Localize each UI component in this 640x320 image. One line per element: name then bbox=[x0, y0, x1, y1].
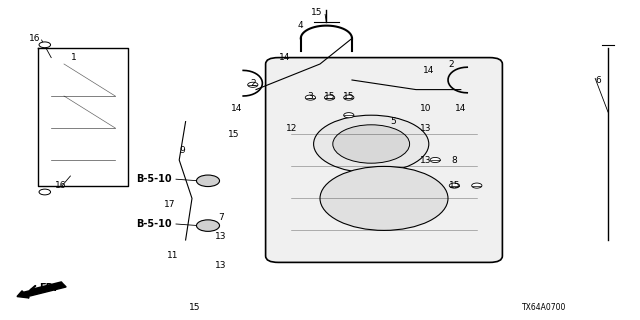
Text: 15: 15 bbox=[343, 92, 355, 100]
FancyBboxPatch shape bbox=[266, 58, 502, 262]
Circle shape bbox=[333, 125, 410, 163]
Text: 13: 13 bbox=[215, 261, 227, 270]
Text: 16: 16 bbox=[55, 181, 67, 190]
Circle shape bbox=[430, 157, 440, 163]
Text: 15: 15 bbox=[311, 8, 323, 17]
Text: 5: 5 bbox=[391, 117, 396, 126]
Text: 1: 1 bbox=[71, 53, 76, 62]
Circle shape bbox=[320, 166, 448, 230]
Text: 15: 15 bbox=[189, 303, 201, 312]
Text: 7: 7 bbox=[218, 213, 223, 222]
Text: 14: 14 bbox=[423, 66, 435, 75]
Circle shape bbox=[344, 95, 354, 100]
Circle shape bbox=[472, 183, 482, 188]
Circle shape bbox=[39, 42, 51, 48]
Text: 2: 2 bbox=[449, 60, 454, 68]
Text: 17: 17 bbox=[164, 200, 175, 209]
Circle shape bbox=[248, 82, 258, 87]
Text: B-5-10: B-5-10 bbox=[136, 219, 172, 229]
Text: 8: 8 bbox=[452, 156, 457, 164]
Text: 14: 14 bbox=[279, 53, 291, 62]
Text: 15: 15 bbox=[324, 92, 335, 100]
Circle shape bbox=[196, 175, 220, 187]
Text: 13: 13 bbox=[215, 232, 227, 241]
Text: 3: 3 bbox=[308, 92, 313, 100]
Text: TX64A0700: TX64A0700 bbox=[522, 303, 566, 312]
Text: 12: 12 bbox=[285, 124, 297, 132]
Text: 15: 15 bbox=[449, 181, 460, 190]
Circle shape bbox=[39, 189, 51, 195]
Text: 14: 14 bbox=[231, 104, 243, 113]
Text: 13: 13 bbox=[420, 156, 431, 164]
Text: 11: 11 bbox=[167, 252, 179, 260]
Circle shape bbox=[324, 95, 335, 100]
Circle shape bbox=[344, 113, 354, 118]
Text: 2: 2 bbox=[250, 79, 255, 88]
Text: 10: 10 bbox=[420, 104, 431, 113]
Text: 14: 14 bbox=[455, 104, 467, 113]
Circle shape bbox=[196, 220, 220, 231]
Text: FR.: FR. bbox=[39, 283, 57, 293]
Text: 4: 4 bbox=[298, 21, 303, 30]
Text: 9: 9 bbox=[180, 146, 185, 155]
Text: 15: 15 bbox=[228, 130, 239, 139]
Circle shape bbox=[449, 183, 460, 188]
Text: 6: 6 bbox=[596, 76, 601, 84]
Text: B-5-10: B-5-10 bbox=[136, 174, 172, 184]
Text: 13: 13 bbox=[420, 124, 431, 132]
Circle shape bbox=[305, 95, 316, 100]
Text: 16: 16 bbox=[29, 34, 41, 43]
Circle shape bbox=[314, 115, 429, 173]
FancyArrow shape bbox=[17, 283, 66, 298]
